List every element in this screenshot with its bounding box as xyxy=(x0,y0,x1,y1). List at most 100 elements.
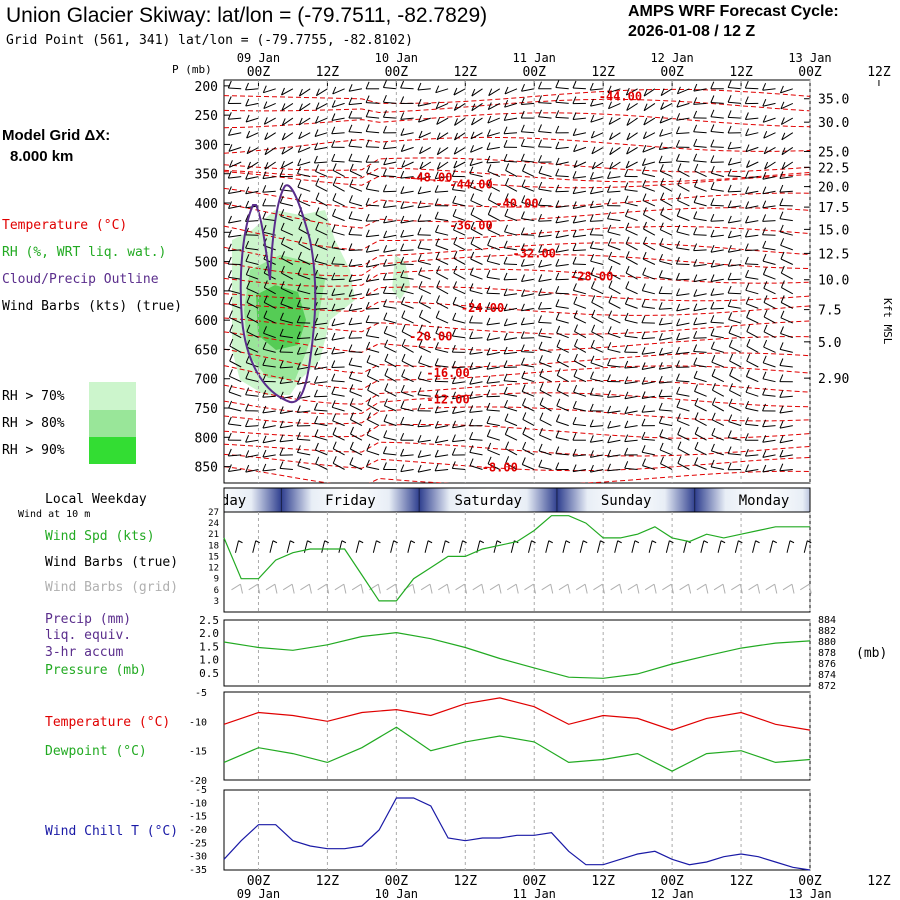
wind-barb-flag xyxy=(365,245,370,253)
wind-barb-flag xyxy=(641,391,646,399)
wind-barb xyxy=(522,170,535,178)
wind-barb-flag xyxy=(780,295,785,303)
wind-barb-flag xyxy=(365,181,370,190)
wind-barb xyxy=(246,346,259,353)
wind-barb-flag xyxy=(573,353,578,362)
wind-barb-flag xyxy=(675,126,680,134)
wind-barb-flag xyxy=(348,259,353,267)
wind-barb-flag xyxy=(607,463,611,471)
wind-barb-flag xyxy=(745,464,749,472)
wind-barb-flag xyxy=(400,144,405,152)
wind-barb-flag xyxy=(643,88,648,97)
wind-barb xyxy=(314,276,328,280)
wind-barb xyxy=(417,88,431,91)
wind-barb-flag xyxy=(505,163,510,171)
wind-barb xyxy=(453,88,466,96)
wind-barb-flag xyxy=(556,368,561,376)
wind-barb-flag xyxy=(296,432,301,440)
wind-barb xyxy=(487,132,500,137)
wind-barb-flag xyxy=(710,165,715,174)
wind-barb-flag xyxy=(641,347,646,355)
wind-barb xyxy=(435,439,449,444)
wind-barb xyxy=(642,451,655,456)
wind-barb-flag xyxy=(762,227,766,235)
wind-barb xyxy=(488,214,501,222)
wind-barb-flag xyxy=(780,326,784,334)
wind-barb xyxy=(383,436,397,441)
wind-barb xyxy=(693,364,707,368)
wind-barb xyxy=(659,132,673,137)
wind-barb xyxy=(591,301,604,309)
wind-barb-flag xyxy=(676,400,681,408)
wind-barb xyxy=(763,301,776,309)
wind-barb-flag xyxy=(779,171,784,179)
wind-barb xyxy=(297,410,311,413)
wind-barb-flag xyxy=(349,163,354,172)
wind-barb xyxy=(608,317,621,324)
wind-barb xyxy=(504,393,518,397)
wind-barb-flag xyxy=(676,288,680,296)
isotherm-label: -20.00 xyxy=(409,330,452,344)
wind-barb xyxy=(245,454,259,458)
wind-barb-flag xyxy=(348,331,353,339)
wind-barb xyxy=(643,214,656,222)
wind-barb xyxy=(400,249,414,252)
wind-barb-flag xyxy=(435,224,439,233)
wind-barb xyxy=(745,117,759,120)
wind-barb xyxy=(607,190,621,193)
wind-barb xyxy=(624,439,638,443)
wind-barb xyxy=(262,425,276,429)
height-tick-label: 12.5 xyxy=(818,247,849,262)
wind-barb xyxy=(624,395,638,400)
wind-barb xyxy=(435,102,449,110)
wind-barb-flag xyxy=(589,200,594,208)
wind-barb-flag xyxy=(315,207,320,215)
wind-barb xyxy=(400,220,414,224)
wind-barb xyxy=(280,303,294,309)
wind-barb xyxy=(469,337,483,340)
wind-barb xyxy=(263,102,276,110)
wind-barb xyxy=(348,160,362,163)
wind-barb xyxy=(746,303,759,309)
wind-barb-flag xyxy=(658,375,663,384)
rh70-label: RH > 70% xyxy=(2,389,65,404)
wind-barb xyxy=(555,161,569,166)
wind-barb xyxy=(331,117,345,121)
wind-barb xyxy=(383,234,397,239)
top-hour-label: 12Z xyxy=(867,65,891,80)
wind-barb-flag xyxy=(487,164,492,172)
wind-barb xyxy=(470,274,483,280)
wind-barb xyxy=(245,117,259,123)
wind-barb-flag xyxy=(486,302,491,310)
top-hour-label: 12Z xyxy=(729,65,753,80)
wind-barb xyxy=(366,466,380,470)
bottom-hour-label: 00Z xyxy=(247,874,271,889)
wind-barb xyxy=(469,465,483,470)
wind-barb-flag xyxy=(487,102,492,110)
pressure-tick: 878 xyxy=(818,648,836,659)
pressure-tick-label: 850 xyxy=(195,461,218,476)
wind-barb-flag xyxy=(762,240,767,249)
wind-barb-flag xyxy=(469,391,474,399)
wind-barb xyxy=(745,423,759,427)
wind-barb-flag xyxy=(314,238,319,246)
wind-barb xyxy=(745,146,759,153)
wind-barb-flag xyxy=(452,391,456,399)
wind-barb-flag xyxy=(470,221,475,230)
wind-barb-flag xyxy=(348,110,353,119)
wind-barb xyxy=(746,376,759,383)
wind-barb xyxy=(453,287,466,295)
wind-barb xyxy=(281,146,294,155)
wind-barb-flag xyxy=(469,432,474,440)
wind-barb xyxy=(521,322,535,326)
wind-barb xyxy=(693,88,707,92)
pressure-tick: 884 xyxy=(818,615,836,626)
wind-barb-flag xyxy=(503,126,508,134)
wind-barb xyxy=(280,381,293,384)
wind-barb-flag xyxy=(538,229,543,238)
wind-barb-flag xyxy=(434,435,439,443)
wind-barb xyxy=(280,229,294,236)
wind-barb-flag xyxy=(538,155,542,163)
wind-barb xyxy=(728,421,742,427)
wind-barb-flag xyxy=(744,112,749,120)
